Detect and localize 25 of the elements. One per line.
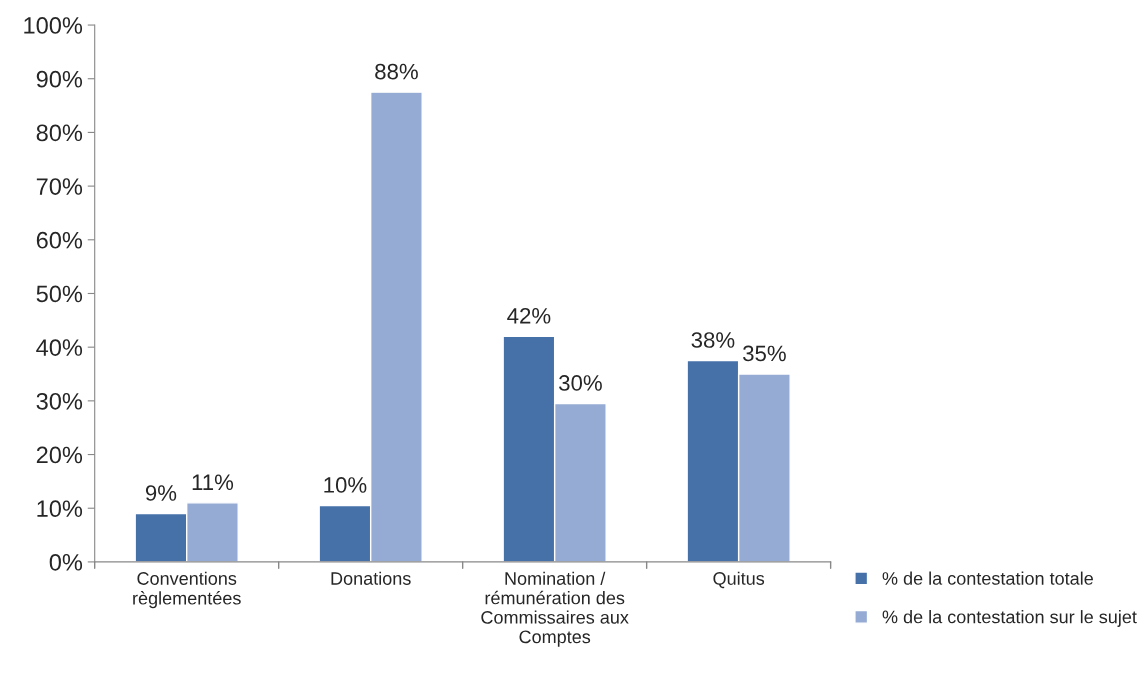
data-label: 35% — [743, 345, 786, 362]
x-tick-label: Quitus — [713, 571, 765, 589]
y-tick-label: 80% — [36, 124, 83, 142]
data-label: 38% — [691, 332, 735, 348]
x-tick-label: Nomination / rémunération des Commissaires aux Comptes — [481, 571, 629, 647]
legend-label: % de la contestation totale — [882, 571, 1093, 585]
data-label: 9% — [145, 485, 177, 501]
data-label: 11% — [192, 474, 234, 491]
data-label: 30% — [559, 375, 602, 391]
y-tick-label: 40% — [36, 339, 83, 356]
y-tick-label: 10% — [37, 500, 83, 518]
x-tick-label: Donations — [331, 571, 411, 585]
y-tick-label: 0% — [49, 553, 83, 571]
y-tick-label: 90% — [36, 70, 83, 88]
data-label: 10% — [324, 477, 367, 493]
y-tick-label: 60% — [36, 231, 83, 249]
y-tick-label: 100% — [24, 17, 83, 34]
y-tick-label: 50% — [36, 285, 83, 303]
data-label: 42% — [507, 307, 551, 324]
data-label: 88% — [375, 63, 418, 80]
x-tick-label: Conventions règlementées — [133, 571, 241, 609]
y-tick-label: 70% — [36, 178, 83, 195]
y-tick-label: 20% — [36, 446, 83, 464]
legend-label: % de la contestation sur le sujet — [882, 610, 1137, 627]
y-tick-label: 30% — [36, 392, 83, 410]
